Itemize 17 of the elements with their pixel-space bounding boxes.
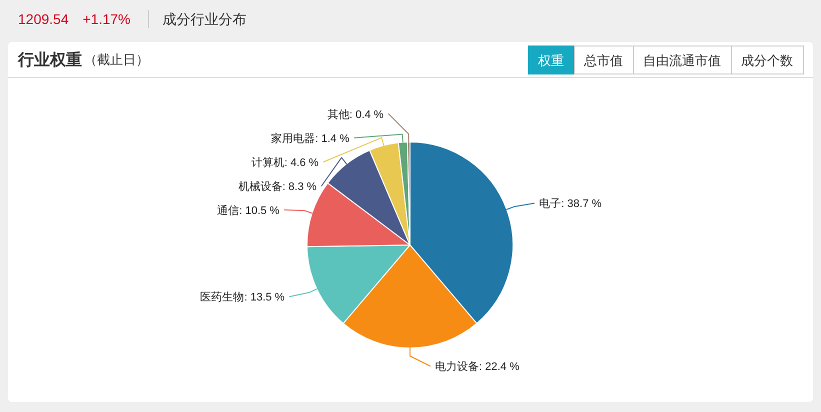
data-label: 电力设备: 22.4 %	[435, 361, 520, 373]
data-label: 通信: 10.5 %	[217, 204, 280, 217]
subtitle: （截止日）	[84, 52, 149, 67]
tab: 权重	[528, 46, 575, 74]
tab: 成分个数	[731, 46, 804, 74]
data-label: 计算机: 4.6 %	[251, 156, 319, 169]
data-label: 医药生物: 13.5 %	[200, 292, 285, 304]
data-label: 机械设备: 8.3 %	[238, 180, 317, 193]
data-label: 其他: 0.4 %	[327, 108, 384, 121]
annotation: +1.17%	[82, 11, 130, 27]
title: 行业权重	[18, 52, 82, 69]
data-label: 家用电器: 1.4 %	[271, 132, 350, 145]
annotation: 成分行业分布	[162, 11, 246, 27]
annotation: 1209.54	[18, 11, 69, 27]
tab: 自由流通市值	[633, 46, 732, 74]
data-label: 电子: 38.7 %	[539, 198, 602, 210]
tab: 总市值	[574, 46, 634, 74]
